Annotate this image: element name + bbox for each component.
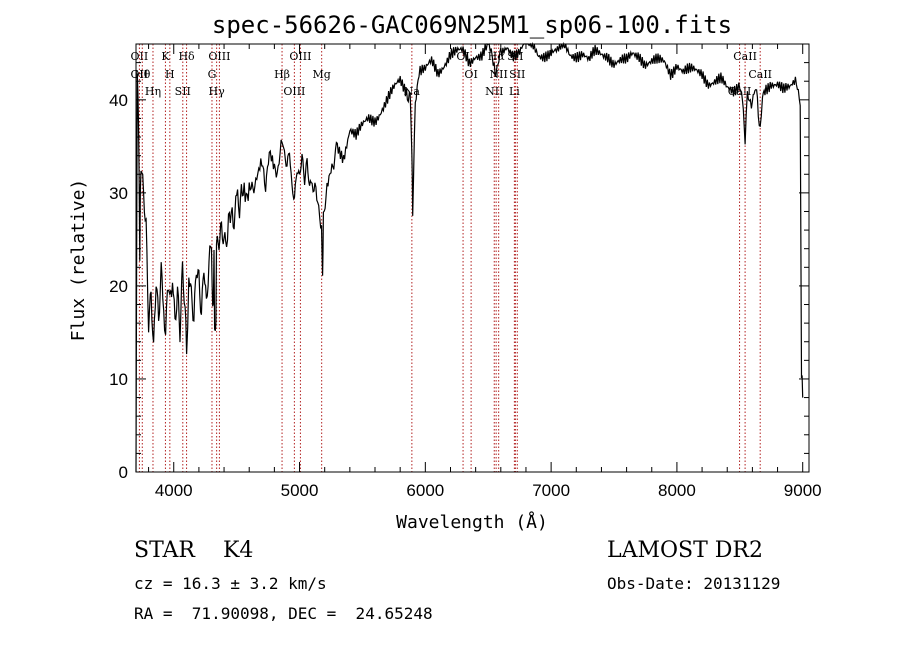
x-axis-label: Wavelength (Å) [396, 511, 548, 533]
line-marker-label: Hδ [178, 50, 195, 63]
line-marker-label: K [161, 50, 170, 63]
x-tick-label: 7000 [532, 481, 570, 500]
y-axis-label: Flux (relative) [68, 179, 89, 342]
y-tick-label: 20 [109, 277, 128, 296]
x-tick-label: 8000 [658, 481, 696, 500]
spectrum-line [135, 41, 804, 473]
emission-line-markers: OIIOIIHθHηKHSIIHδGHγOIIIHβOIIIOIIIMgNaOI… [131, 44, 772, 472]
object-class: STAR K4 [134, 538, 254, 563]
line-marker-label: SII [509, 68, 525, 81]
line-marker-label: OII [131, 68, 149, 81]
line-marker-label: NII [490, 68, 508, 81]
line-marker-label: Hγ [209, 85, 226, 98]
x-tick-label: 5000 [281, 481, 319, 500]
x-tick-label: 6000 [406, 481, 444, 500]
line-marker-label: Mg [313, 68, 331, 81]
line-marker-label: CaII [748, 68, 772, 81]
line-marker-label: OII [131, 50, 149, 63]
line-marker-label: H [165, 68, 175, 81]
plot-frame [135, 43, 810, 473]
observation-date: Obs-Date: 20131129 [607, 574, 781, 593]
line-marker-label: Li [509, 85, 520, 98]
line-marker-label: Hη [145, 85, 161, 98]
x-tick-label: 9000 [784, 481, 822, 500]
x-tick-label: 4000 [155, 481, 193, 500]
line-marker-label: Hβ [274, 68, 290, 81]
redshift-cz: cz = 16.3 ± 3.2 km/s [134, 574, 327, 593]
coordinates: RA = 71.90098, DEC = 24.65248 [134, 604, 433, 623]
y-tick-label: 40 [109, 91, 128, 110]
line-marker-label: G [208, 68, 217, 81]
line-marker-label: SII [175, 85, 191, 98]
line-marker-label: NII [485, 85, 503, 98]
chart-title: spec-56626-GAC069N25M1_sp06-100.fits [212, 11, 732, 39]
y-tick-label: 30 [109, 184, 128, 203]
line-marker-label: OIII [208, 50, 230, 63]
y-tick-label: 0 [119, 463, 128, 482]
plot-axes: 4000 5000 6000 7000 8000 9000 0 10 20 30 40 [109, 43, 822, 500]
survey-name: LAMOST DR2 [607, 538, 763, 563]
line-marker-label: OIII [289, 50, 311, 63]
line-marker-label: OIII [283, 85, 305, 98]
y-tick-label: 10 [109, 370, 128, 389]
line-marker-label: CaII [733, 50, 757, 63]
line-marker-label: OI [464, 68, 477, 81]
line-marker-label: Hθ [134, 68, 151, 81]
